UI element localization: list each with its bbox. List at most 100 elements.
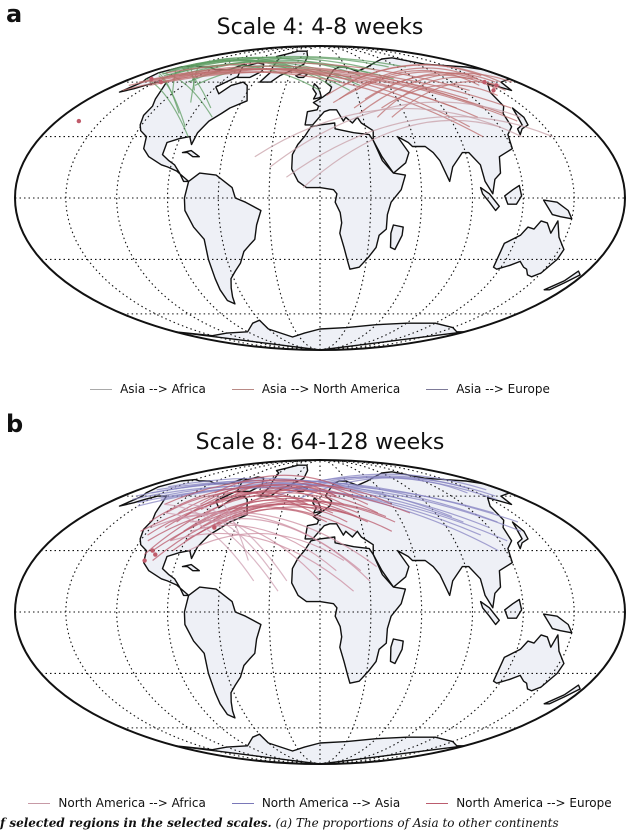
map-layer xyxy=(14,459,626,765)
caption-text: (a) The proportions of Asia to other con… xyxy=(271,816,559,830)
flow-arc xyxy=(190,520,321,582)
legend-item: North America --> Africa xyxy=(28,796,206,810)
flow-endpoint-marker xyxy=(212,525,217,530)
panel-title: Scale 4: 4-8 weeks xyxy=(216,15,424,40)
flow-arc xyxy=(158,72,180,114)
mollweide-map xyxy=(14,45,626,351)
panel-letter: a xyxy=(6,0,23,28)
flow-arc xyxy=(187,532,345,562)
land-sumatra xyxy=(479,186,500,212)
flow-arc xyxy=(381,84,498,109)
legend-label: North America --> Africa xyxy=(58,796,206,810)
map-layer xyxy=(14,45,626,351)
land-borneo xyxy=(504,184,523,205)
flow-endpoint-marker xyxy=(158,79,164,85)
legend: Asia --> Africa Asia --> North America A… xyxy=(0,382,640,396)
flow-arc xyxy=(254,107,522,158)
flow-arc xyxy=(200,491,309,511)
legend-item: Asia --> Europe xyxy=(426,382,550,396)
legend-swatch xyxy=(231,388,254,390)
land-new-zealand xyxy=(543,270,581,291)
flow-arc xyxy=(164,503,279,592)
flow-arc xyxy=(183,57,375,71)
flow-arc xyxy=(172,68,470,128)
map-outline xyxy=(14,459,626,765)
land-madagascar xyxy=(389,638,404,665)
legend-item: North America --> Asia xyxy=(231,796,400,810)
mollweide-map xyxy=(14,459,626,765)
meridian-line xyxy=(166,460,321,764)
legend-swatch xyxy=(28,802,51,804)
land-japan xyxy=(511,521,529,550)
flow-arc xyxy=(165,512,255,582)
flow-endpoint-marker xyxy=(491,88,496,93)
legend-item: North America --> Europe xyxy=(426,796,612,810)
flow-arc xyxy=(143,492,332,556)
legend-label: Asia --> Europe xyxy=(456,382,550,396)
flow-arc xyxy=(215,495,249,561)
flow-arc xyxy=(355,70,480,91)
figure-caption: f selected regions in the selected scale… xyxy=(0,816,640,831)
flow-arc xyxy=(149,71,518,122)
legend-item: Asia --> North America xyxy=(231,382,401,396)
land-south-america xyxy=(183,172,262,305)
legend-swatch xyxy=(90,388,113,390)
flow-arc xyxy=(161,72,213,118)
legend-swatch xyxy=(426,802,449,804)
flow-arc xyxy=(188,503,288,582)
flow-arc xyxy=(152,500,396,552)
map-outline xyxy=(14,45,626,351)
flow-arc xyxy=(295,473,487,491)
flow-arc xyxy=(149,71,484,138)
flow-arc xyxy=(194,57,389,74)
land-cuba xyxy=(181,149,200,158)
flow-arc xyxy=(166,62,470,91)
panel-letter: b xyxy=(6,410,24,438)
meridian-line xyxy=(116,46,321,350)
legend-swatch xyxy=(231,802,254,804)
land-cuba xyxy=(181,563,200,572)
land-australia xyxy=(492,634,565,692)
land-sumatra xyxy=(479,600,500,626)
flow-endpoint-marker xyxy=(76,118,82,124)
flow-arc xyxy=(164,479,365,505)
flow-endpoint-marker xyxy=(153,552,158,557)
panel-a: a Scale 4: 4-8 weeks Asia --> Africa Asi… xyxy=(0,0,640,410)
flow-arc xyxy=(190,524,337,572)
meridian-line xyxy=(319,46,524,350)
legend: North America --> Africa North America -… xyxy=(0,796,640,810)
land-japan xyxy=(511,107,529,136)
legend-label: Asia --> Africa xyxy=(120,382,206,396)
legend-label: Asia --> North America xyxy=(261,382,401,396)
flow-endpoint-marker xyxy=(142,558,147,563)
flow-arc xyxy=(359,72,513,114)
flow-arc xyxy=(140,489,411,532)
flow-arc xyxy=(169,512,362,572)
flow-arc xyxy=(156,479,519,523)
land-madagascar xyxy=(389,224,404,251)
legend-label: North America --> Europe xyxy=(456,796,612,810)
flow-endpoint-marker xyxy=(150,548,155,553)
legend-swatch xyxy=(426,388,449,390)
flow-endpoint-marker xyxy=(482,79,487,85)
land-new-guinea xyxy=(542,199,573,220)
flow-arc xyxy=(150,511,377,568)
meridian-line xyxy=(319,460,524,764)
flow-endpoint-marker xyxy=(494,83,499,88)
land-south-america xyxy=(183,586,262,719)
panel-title: Scale 8: 64-128 weeks xyxy=(195,430,445,455)
meridian-line xyxy=(166,46,321,350)
map-clipped xyxy=(15,460,625,764)
flow-arc xyxy=(232,481,337,497)
flow-arc xyxy=(132,485,482,536)
flow-arc xyxy=(148,486,333,523)
flow-endpoint-marker xyxy=(149,76,154,82)
flow-arc xyxy=(152,503,346,561)
land-new-guinea xyxy=(542,613,573,634)
flow-arc xyxy=(172,500,387,552)
flow-arc xyxy=(229,485,393,514)
flow-arc xyxy=(269,101,522,168)
flow-arc xyxy=(286,115,553,178)
flow-arc xyxy=(163,61,394,80)
map-clipped xyxy=(15,46,625,350)
